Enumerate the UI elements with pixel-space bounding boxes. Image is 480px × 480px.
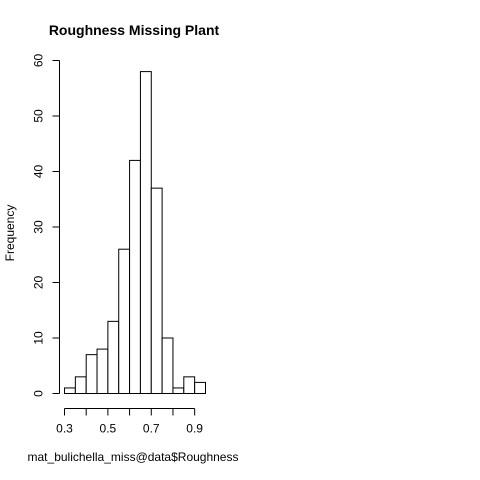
histogram-bar [184,377,195,394]
bars-group [65,72,206,394]
x-axis-label: mat_bulichella_miss@data$Roughness [28,450,239,464]
histogram-bar [108,321,119,393]
histogram-bar [86,355,97,394]
chart-title: Roughness Missing Plant [49,22,220,38]
y-tick-label: 50 [32,109,46,123]
y-tick-label: 0 [32,390,46,397]
histogram-bar [173,388,184,394]
x-tick-label: 0.3 [56,422,73,436]
histogram-bar [97,349,108,393]
histogram-bar [119,249,130,393]
x-tick-label: 0.9 [186,422,203,436]
y-tick-label: 40 [32,165,46,179]
x-axis: 0.3 0.5 0.7 0.9 [56,409,203,436]
histogram-bar [65,388,76,394]
y-axis-label: Frequency [3,205,17,262]
x-tick-label: 0.5 [100,422,117,436]
y-tick-label: 10 [32,331,46,345]
y-tick-label: 60 [32,54,46,68]
y-tick-label: 30 [32,220,46,234]
histogram-bar [162,338,173,394]
y-axis: 0 10 20 30 40 50 60 [32,54,60,397]
x-tick-label: 0.7 [143,422,160,436]
histogram-bar [75,377,86,394]
histogram-bar [130,160,141,393]
y-tick-label: 20 [32,276,46,290]
histogram-bar [151,188,162,393]
histogram-bar [195,382,206,393]
histogram-bar [140,72,151,394]
